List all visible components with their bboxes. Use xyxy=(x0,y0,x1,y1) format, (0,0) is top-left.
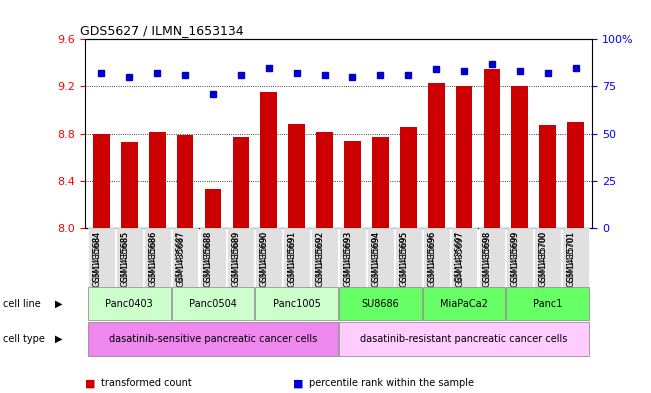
FancyBboxPatch shape xyxy=(200,228,227,287)
FancyBboxPatch shape xyxy=(450,228,477,287)
Bar xyxy=(232,137,249,228)
Text: Panc1005: Panc1005 xyxy=(273,299,320,309)
Bar xyxy=(204,189,221,228)
Bar xyxy=(288,124,305,228)
Text: GSM1435684: GSM1435684 xyxy=(92,231,102,287)
FancyBboxPatch shape xyxy=(562,228,589,287)
Text: GSM1435701: GSM1435701 xyxy=(566,231,575,287)
FancyBboxPatch shape xyxy=(395,228,422,287)
Text: GSM1435684: GSM1435684 xyxy=(92,231,102,282)
Text: GSM1435689: GSM1435689 xyxy=(232,231,241,287)
Text: GSM1435691: GSM1435691 xyxy=(288,231,297,282)
Text: transformed count: transformed count xyxy=(101,378,191,388)
Bar xyxy=(316,132,333,228)
Text: GSM1435694: GSM1435694 xyxy=(371,231,380,282)
FancyBboxPatch shape xyxy=(311,228,338,287)
FancyBboxPatch shape xyxy=(339,322,589,356)
Text: GSM1435685: GSM1435685 xyxy=(120,231,130,287)
Bar xyxy=(176,135,193,228)
FancyBboxPatch shape xyxy=(339,287,422,320)
Text: GDS5627 / ILMN_1653134: GDS5627 / ILMN_1653134 xyxy=(79,24,243,37)
FancyBboxPatch shape xyxy=(144,228,171,287)
Text: GSM1435690: GSM1435690 xyxy=(260,231,269,287)
Text: GSM1435699: GSM1435699 xyxy=(511,231,520,282)
FancyBboxPatch shape xyxy=(88,228,115,287)
Text: GSM1435688: GSM1435688 xyxy=(204,231,213,287)
Text: cell line: cell line xyxy=(3,299,41,309)
Text: GSM1435700: GSM1435700 xyxy=(539,231,547,282)
FancyBboxPatch shape xyxy=(172,228,199,287)
Text: ■: ■ xyxy=(293,378,303,388)
FancyBboxPatch shape xyxy=(534,228,561,287)
Text: GSM1435696: GSM1435696 xyxy=(427,231,436,282)
FancyBboxPatch shape xyxy=(255,228,282,287)
Bar xyxy=(428,83,445,228)
FancyBboxPatch shape xyxy=(367,228,394,287)
Text: dasatinib-resistant pancreatic cancer cells: dasatinib-resistant pancreatic cancer ce… xyxy=(361,334,568,344)
Bar xyxy=(400,127,417,228)
Text: cell type: cell type xyxy=(3,334,45,344)
Text: GSM1435694: GSM1435694 xyxy=(371,231,380,287)
Bar xyxy=(149,132,165,228)
Text: ■: ■ xyxy=(85,378,95,388)
FancyBboxPatch shape xyxy=(422,287,505,320)
FancyBboxPatch shape xyxy=(227,228,255,287)
Text: GSM1435695: GSM1435695 xyxy=(399,231,408,287)
Text: MiaPaCa2: MiaPaCa2 xyxy=(440,299,488,309)
FancyBboxPatch shape xyxy=(116,228,143,287)
Text: GSM1435690: GSM1435690 xyxy=(260,231,269,282)
Text: GSM1435692: GSM1435692 xyxy=(316,231,325,282)
FancyBboxPatch shape xyxy=(283,228,310,287)
Text: GSM1435698: GSM1435698 xyxy=(483,231,492,287)
Bar xyxy=(121,142,137,228)
Text: GSM1435700: GSM1435700 xyxy=(539,231,547,287)
Text: GSM1435686: GSM1435686 xyxy=(148,231,157,287)
Bar xyxy=(93,134,110,228)
Text: GSM1435693: GSM1435693 xyxy=(344,231,352,282)
FancyBboxPatch shape xyxy=(255,287,338,320)
FancyBboxPatch shape xyxy=(88,287,171,320)
Text: Panc1: Panc1 xyxy=(533,299,562,309)
Text: GSM1435697: GSM1435697 xyxy=(455,231,464,287)
FancyBboxPatch shape xyxy=(506,287,589,320)
Bar xyxy=(372,137,389,228)
FancyBboxPatch shape xyxy=(478,228,505,287)
Text: GSM1435688: GSM1435688 xyxy=(204,231,213,282)
Text: GSM1435692: GSM1435692 xyxy=(316,231,325,287)
FancyBboxPatch shape xyxy=(88,322,338,356)
FancyBboxPatch shape xyxy=(506,228,533,287)
Text: dasatinib-sensitive pancreatic cancer cells: dasatinib-sensitive pancreatic cancer ce… xyxy=(109,334,317,344)
Text: GSM1435693: GSM1435693 xyxy=(344,231,352,287)
Bar xyxy=(567,122,584,228)
Text: GSM1435691: GSM1435691 xyxy=(288,231,297,287)
Bar xyxy=(344,141,361,228)
Text: GSM1435701: GSM1435701 xyxy=(566,231,575,282)
FancyBboxPatch shape xyxy=(172,287,255,320)
Text: GSM1435687: GSM1435687 xyxy=(176,231,185,282)
Text: percentile rank within the sample: percentile rank within the sample xyxy=(309,378,474,388)
Text: GSM1435698: GSM1435698 xyxy=(483,231,492,282)
Text: ▶: ▶ xyxy=(55,334,63,344)
Text: Panc0504: Panc0504 xyxy=(189,299,237,309)
Text: GSM1435695: GSM1435695 xyxy=(399,231,408,282)
Bar xyxy=(512,86,528,228)
Text: GSM1435696: GSM1435696 xyxy=(427,231,436,287)
Text: ▶: ▶ xyxy=(55,299,63,309)
Text: GSM1435699: GSM1435699 xyxy=(511,231,520,287)
Text: GSM1435687: GSM1435687 xyxy=(176,231,185,287)
Text: GSM1435686: GSM1435686 xyxy=(148,231,157,282)
Text: GSM1435697: GSM1435697 xyxy=(455,231,464,282)
Text: GSM1435685: GSM1435685 xyxy=(120,231,130,282)
FancyBboxPatch shape xyxy=(339,228,366,287)
Bar xyxy=(260,92,277,228)
Text: SU8686: SU8686 xyxy=(361,299,399,309)
Bar xyxy=(484,69,501,228)
Bar xyxy=(540,125,556,228)
Text: GSM1435689: GSM1435689 xyxy=(232,231,241,282)
FancyBboxPatch shape xyxy=(422,228,450,287)
Text: Panc0403: Panc0403 xyxy=(105,299,153,309)
Bar xyxy=(456,86,473,228)
